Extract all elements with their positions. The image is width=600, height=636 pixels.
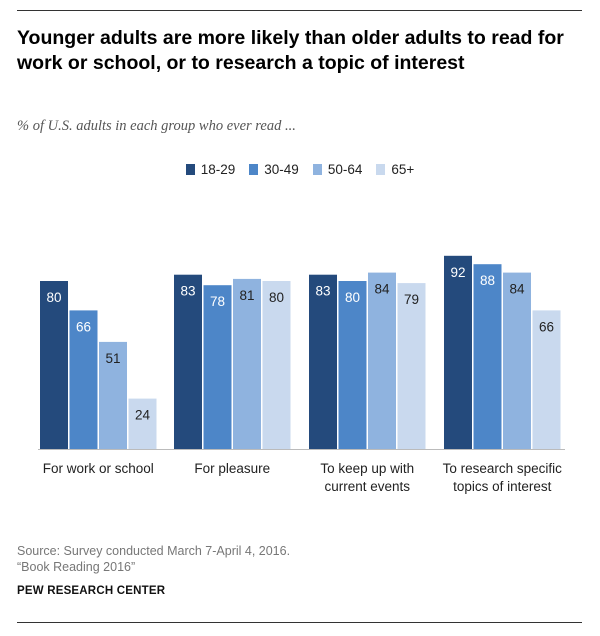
legend-swatch [312,164,322,175]
bar [203,285,232,449]
bar [338,281,367,449]
bar-value-label: 66 [76,319,91,334]
source-line: Source: Survey conducted March 7-April 4… [17,544,291,558]
bar [309,274,337,449]
organization-name: PEW RESEARCH CENTER [17,585,166,597]
bar [503,272,531,449]
bar-value-label: 92 [450,265,465,280]
category-label-line: topics of interest [453,479,552,494]
bar [473,264,502,449]
legend-item: 18-29 [185,162,236,177]
category-label-line: current events [324,479,411,494]
legend-label: 30-49 [264,162,299,177]
bar [444,255,472,449]
bar [368,272,396,449]
legend-swatch [185,164,195,175]
bar [174,274,202,449]
bar-value-label: 80 [269,290,284,305]
bar [397,283,426,449]
category-label: To keep up with current events [292,460,442,496]
bar [99,341,127,449]
bar-value-label: 51 [105,351,120,366]
bar-value-label: 88 [480,273,495,288]
bar-value-label: 66 [539,319,554,334]
legend-swatch [376,164,386,175]
legend-swatch [249,164,259,175]
bar [128,398,157,449]
category-label-line: To research specific [442,461,562,476]
category-label: To research specific topics of interest [427,460,577,496]
category-label: For work or school [23,460,173,478]
bar-value-label: 80 [345,290,360,305]
bar-chart: 80 83 83 92 66 78 80 88 51 81 84 84 24 80 79 66 [38,255,565,450]
legend-item: 50-64 [312,162,363,177]
chart-title: Younger adults are more likely than olde… [17,27,564,74]
legend-item: 30-49 [249,162,299,177]
legend-label: 50-64 [327,162,363,177]
bar [40,281,68,449]
bar-value-label: 81 [239,288,254,303]
bar-value-label: 79 [404,292,419,307]
bar [262,281,291,449]
bar [233,278,261,449]
bar [532,310,561,449]
bar-value-label: 84 [374,282,390,297]
chart-subtitle: % of U.S. adults in each group who ever … [17,118,296,134]
chart-legend: 18-29 30-49 50-64 65+ [0,162,600,177]
category-label: For pleasure [157,460,307,478]
bar-value-label: 78 [210,294,225,309]
legend-label: 65+ [391,162,415,177]
bar-value-label: 80 [46,290,61,305]
report-name: “Book Reading 2016” [17,560,136,574]
source-note: Source: Survey conducted March 7-April 4… [17,543,290,575]
bar-value-label: 83 [180,284,195,299]
bar-value-label: 83 [315,284,330,299]
category-label-line: For pleasure [194,461,271,476]
legend-label: 18-29 [200,162,236,177]
bar-value-label: 24 [135,408,151,423]
legend-item: 65+ [376,162,414,177]
bar [69,310,98,449]
bar-value-label: 84 [509,282,525,297]
category-label-line: For work or school [42,461,154,476]
top-rule [17,10,582,11]
category-label-line: To keep up with [320,461,415,476]
bottom-rule [17,622,582,623]
